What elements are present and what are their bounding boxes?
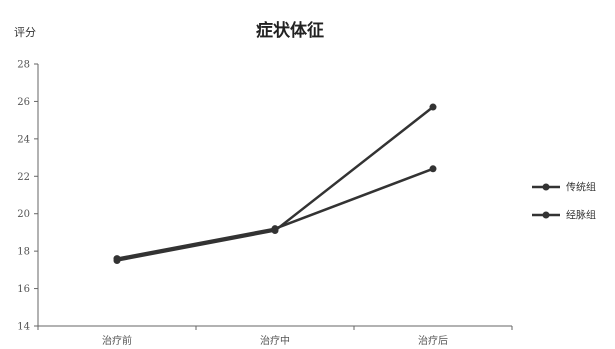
data-point	[271, 227, 279, 235]
y-tick-label: 24	[17, 134, 30, 145]
series-line	[116, 106, 434, 262]
legend-label: 经脉组	[566, 209, 596, 222]
chart-title: 症状体征	[256, 20, 324, 41]
data-point	[113, 257, 121, 264]
x-tick-label: 治疗前	[102, 334, 132, 347]
series-2	[113, 103, 437, 264]
y-tick-label: 20	[17, 209, 30, 220]
series-1	[113, 165, 437, 263]
x-tick-label: 治疗后	[418, 334, 448, 347]
y-tick-label: 18	[17, 247, 30, 258]
series-line	[116, 167, 434, 260]
y-axis-label: 评分	[14, 26, 36, 39]
axes: 14 16 18 20 22 24 26 28 治疗前 治疗中 治疗后	[17, 60, 513, 347]
y-tick-label: 16	[17, 284, 30, 295]
series-layer	[113, 103, 437, 264]
y-tick-label: 26	[17, 97, 30, 108]
legend-label: 传统组	[566, 181, 596, 194]
data-point	[429, 103, 437, 111]
legend-item: 传统组	[532, 181, 596, 194]
y-tick-label: 22	[17, 172, 30, 183]
y-tick-label: 28	[17, 60, 30, 71]
legend-marker	[542, 183, 550, 191]
x-tick-label: 治疗中	[260, 334, 290, 347]
y-tick-label: 14	[17, 322, 30, 333]
legend-item: 经脉组	[532, 209, 596, 222]
legend-marker	[542, 211, 550, 219]
data-point	[429, 165, 437, 173]
